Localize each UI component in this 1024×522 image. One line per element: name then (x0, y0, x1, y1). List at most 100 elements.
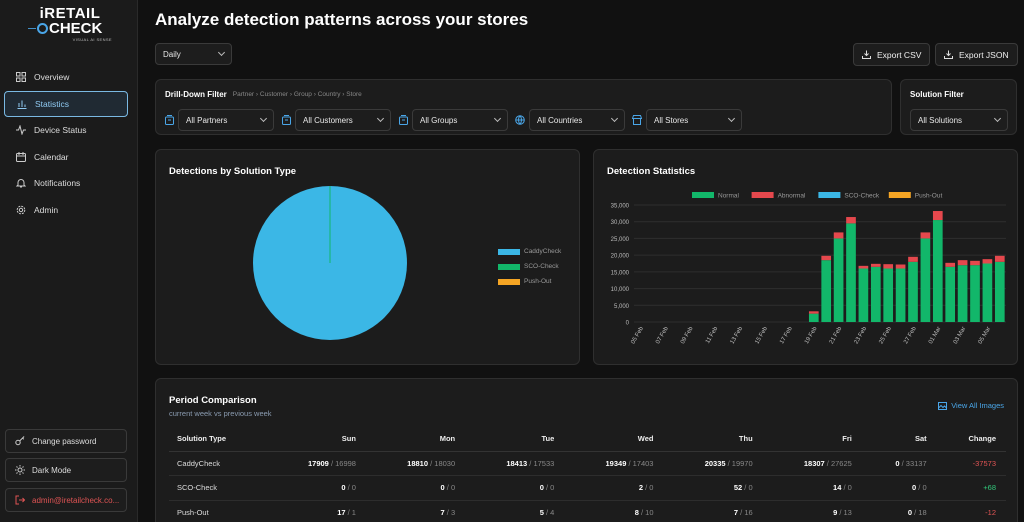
change-password-button[interactable]: Change password (5, 429, 127, 453)
bar-normal[interactable] (908, 261, 918, 322)
bar-normal[interactable] (870, 266, 881, 322)
period-comparison-card: Period Comparison current week vs previo… (155, 378, 1018, 522)
legend-label[interactable]: Normal (718, 193, 740, 200)
download-icon (944, 50, 953, 59)
pie-legend-item[interactable]: CaddyCheck (498, 244, 561, 259)
solution-filter-title: Solution Filter (910, 90, 964, 99)
dark-mode-toggle[interactable]: Dark Mode (5, 458, 127, 482)
bar-normal[interactable] (883, 268, 894, 322)
x-tick-label: 27 Feb (903, 325, 918, 345)
pie-chart[interactable] (252, 185, 408, 341)
bar-normal[interactable] (833, 238, 844, 322)
bar-abnormal[interactable] (846, 217, 856, 224)
building-icon (398, 115, 408, 125)
bar-normal[interactable] (957, 265, 968, 322)
breadcrumb-item[interactable]: Customer (259, 91, 289, 98)
pie-legend-item[interactable]: SCO-Check (498, 259, 561, 274)
bar-normal[interactable] (858, 268, 869, 322)
user-email: admin@iretailcheck.co... (32, 495, 120, 505)
bar-abnormal[interactable] (982, 259, 993, 264)
bar-normal[interactable] (895, 268, 906, 322)
legend-label[interactable]: Push-Out (915, 193, 943, 200)
bar-normal[interactable] (945, 266, 956, 322)
bar-normal[interactable] (808, 313, 819, 322)
bar-normal[interactable] (982, 263, 993, 323)
pie-legend-item[interactable]: Push-Out (498, 274, 561, 289)
bar-abnormal[interactable] (833, 232, 844, 239)
breadcrumb-item[interactable]: Partner (232, 91, 255, 98)
bar-abnormal[interactable] (908, 256, 918, 262)
bar-abnormal[interactable] (883, 264, 894, 269)
sidebar-item-overview[interactable]: Overview (4, 64, 128, 90)
bar-normal[interactable] (932, 220, 943, 322)
bar-normal[interactable] (994, 261, 1005, 322)
calendar-icon (16, 151, 26, 162)
legend-label[interactable]: SCO-Check (844, 193, 879, 200)
bar-abnormal[interactable] (870, 263, 881, 267)
day-cell: 0 / 0 (861, 475, 937, 501)
view-all-images-link[interactable]: View All Images (938, 401, 1004, 410)
bar-normal[interactable] (920, 238, 931, 322)
drilldown-title: Drill-Down Filter (165, 90, 227, 99)
breadcrumb: Partner › Customer › Group › Country › S… (233, 91, 362, 98)
bar-abnormal[interactable] (920, 232, 931, 239)
export-json-button[interactable]: Export JSON (935, 43, 1018, 66)
pie-chart-title: Detections by Solution Type (169, 166, 297, 177)
detection-stats-chart[interactable]: Normal Abnormal SCO-Check Push-Out 0 5,000 10,… (594, 150, 1019, 366)
sidebar-item-label: Statistics (35, 98, 70, 109)
bar-abnormal[interactable] (821, 255, 832, 261)
sidebar-item-statistics[interactable]: Statistics (4, 90, 128, 117)
legend-swatch (818, 192, 841, 198)
legend-label[interactable]: Abnormal (778, 193, 806, 200)
breadcrumb-item[interactable]: Store (346, 91, 362, 98)
breadcrumb-item[interactable]: Group (293, 91, 312, 98)
breadcrumb-item[interactable]: Country (317, 91, 341, 98)
sidebar-item-notifications[interactable]: Notifications (4, 170, 128, 196)
app-logo[interactable]: iRETAIL — CHECK VISUAL AI SENSE (28, 6, 112, 46)
breadcrumb-separator: › (288, 91, 294, 98)
bar-normal[interactable] (821, 260, 832, 322)
page-title: Analyze detection patterns across your s… (155, 10, 529, 29)
chevron-down-icon (259, 114, 268, 123)
bar-abnormal[interactable] (808, 311, 819, 314)
bar-abnormal[interactable] (945, 262, 956, 267)
bar-abnormal[interactable] (970, 260, 980, 266)
column-header: Fri (762, 427, 862, 452)
period-comparison-title: Period Comparison (169, 395, 257, 406)
sidebar-item-calendar[interactable]: Calendar (4, 144, 128, 170)
chevron-down-icon (610, 114, 619, 123)
export-json-label: Export JSON (959, 49, 1009, 60)
x-tick-label: 17 Feb (779, 325, 794, 345)
legend-swatch (498, 263, 520, 270)
day-cell: 18810 / 18030 (365, 451, 466, 476)
comparison-table: Solution Type Sun Mon Tue Wed Thu Fri Sat Change… (169, 427, 1006, 522)
y-tick-label: 35,000 (611, 204, 630, 210)
x-tick-label: 23 Feb (854, 325, 869, 345)
customer-select[interactable]: All Customers (295, 109, 391, 131)
bar-abnormal[interactable] (858, 265, 869, 269)
bar-abnormal[interactable] (994, 255, 1005, 262)
period-select[interactable]: Daily (155, 43, 232, 65)
column-header: Tue (465, 427, 565, 452)
solution-type-cell: CaddyCheck (169, 451, 267, 476)
legend-swatch (751, 192, 774, 198)
grid-icon (16, 72, 26, 82)
export-csv-button[interactable]: Export CSV (853, 43, 931, 66)
bar-abnormal[interactable] (932, 211, 943, 221)
sidebar-item-admin[interactable]: Admin (4, 197, 128, 223)
bar-abnormal[interactable] (895, 264, 906, 269)
solution-select[interactable]: All Solutions (910, 109, 1008, 131)
country-select[interactable]: All Countries (529, 109, 625, 131)
partner-select[interactable]: All Partners (178, 109, 274, 131)
day-cell: 2 / 0 (564, 475, 664, 501)
bar-normal[interactable] (970, 265, 980, 322)
breadcrumb-separator: › (254, 91, 260, 98)
column-header: Mon (365, 427, 466, 452)
store-select[interactable]: All Stores (646, 109, 742, 131)
sidebar-item-device-status[interactable]: Device Status (4, 117, 128, 143)
group-select[interactable]: All Groups (412, 109, 508, 131)
day-cell: 0 / 0 (266, 475, 366, 501)
bar-abnormal[interactable] (957, 260, 968, 266)
bar-normal[interactable] (846, 223, 856, 322)
logout-button[interactable]: admin@iretailcheck.co... (5, 488, 127, 512)
